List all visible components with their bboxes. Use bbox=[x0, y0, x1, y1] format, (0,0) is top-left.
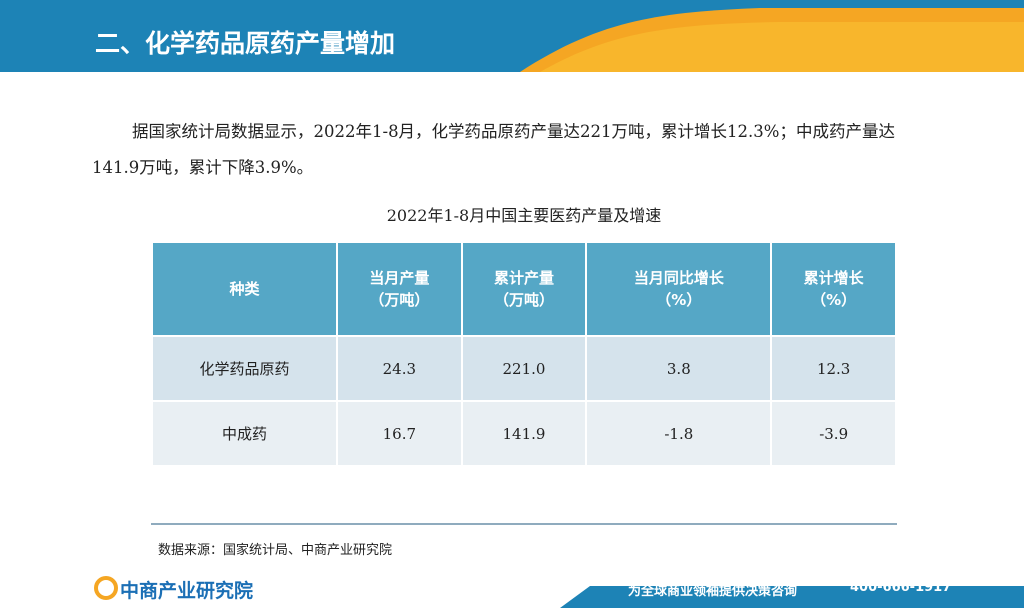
header-line: （%） bbox=[811, 291, 857, 309]
header-line: （万吨） bbox=[369, 291, 430, 309]
header-line: 当月产量 bbox=[369, 269, 430, 287]
table-cell: 12.3 bbox=[770, 335, 897, 402]
table-cell: 化学药品原药 bbox=[151, 335, 338, 402]
header-cell: 种类 bbox=[151, 241, 338, 337]
header-line: 当月同比增长 bbox=[633, 269, 724, 287]
table-cell: 221.0 bbox=[460, 335, 588, 402]
header-cell: 累计产量 （万吨） bbox=[460, 241, 588, 337]
table-cell: 16.7 bbox=[335, 400, 463, 467]
logo-text: 中商产业研究院 bbox=[120, 580, 254, 602]
header-accent bbox=[540, 22, 1024, 72]
table: 种类 当月产量 （万吨） 累计产量 （万吨） 当月同比增长 （%） 累计增长 （%） 化学药品原药… bbox=[151, 241, 897, 467]
header-line: （%） bbox=[656, 291, 702, 309]
header-line: （万吨） bbox=[493, 291, 554, 309]
paragraph: 据国家统计局数据显示，2022年1-8月，化学药品原药产量达221万吨，累计增长… bbox=[92, 122, 895, 177]
table-cell: 3.8 bbox=[585, 335, 773, 402]
header-line: 累计产量 bbox=[493, 269, 554, 287]
source: 数据来源：国家统计局、中商产业研究院 bbox=[158, 543, 393, 558]
table-cell: 24.3 bbox=[335, 335, 463, 402]
footer-bar bbox=[560, 586, 1024, 608]
table-cell: -3.9 bbox=[770, 400, 897, 467]
header-cell: 当月同比增长 （%） bbox=[585, 241, 773, 337]
table-cell: -1.8 bbox=[585, 400, 773, 467]
table-title: 2022年1-8月中国主要医药产量及增速 bbox=[386, 206, 662, 225]
slogan: 为全球商业领袖提供决策咨询 bbox=[628, 584, 798, 599]
table-row: 中成药 16.7 141.9 -1.8 -3.9 bbox=[151, 400, 897, 467]
table-cell: 141.9 bbox=[460, 400, 588, 467]
header-cell: 累计增长 （%） bbox=[770, 241, 897, 337]
slide-title: 二、化学药品原药产量增加 bbox=[95, 29, 396, 58]
table-cell: 中成药 bbox=[151, 400, 338, 467]
logo-icon bbox=[94, 576, 118, 600]
phone: 400-666-1917 bbox=[850, 580, 952, 595]
header-row: 种类 当月产量 （万吨） 累计产量 （万吨） 当月同比增长 （%） 累计增长 （%） bbox=[151, 241, 897, 337]
table-row: 化学药品原药 24.3 221.0 3.8 12.3 bbox=[151, 335, 897, 402]
header-line: 种类 bbox=[229, 280, 260, 298]
header-line: 累计增长 bbox=[803, 269, 864, 287]
header-cell: 当月产量 （万吨） bbox=[335, 241, 463, 337]
